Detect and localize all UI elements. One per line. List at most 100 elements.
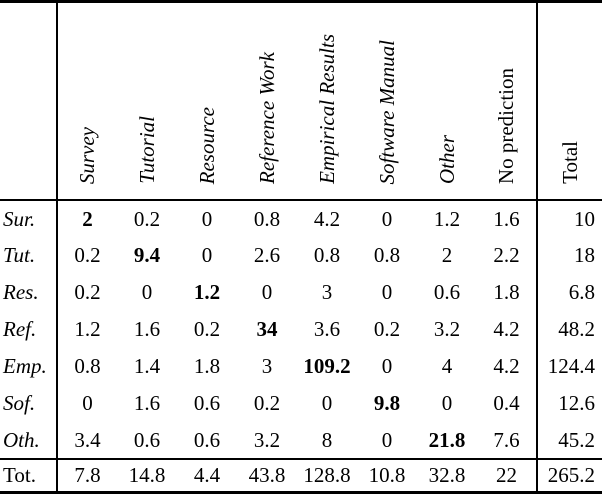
totals-row: Tot. 7.8 14.8 4.4 43.8 128.8 10.8 32.8 22 265.2 [0,458,602,492]
cell-sof-resource: 0.6 [193,391,221,415]
cell-emp-reference-work: 3 [261,354,273,378]
table-row-emp: Emp. 0.8 1.4 1.8 3 109.2 0 4 4.2 124.4 [0,348,602,385]
cell-oth-no-prediction: 7.6 [493,427,520,452]
cell-tot-resource: 4.4 [177,458,237,492]
cell-emp-survey: 0.8 [74,354,101,378]
row-label-sur: Sur. [0,200,58,237]
cell-oth-reference-work: 3.2 [253,427,281,452]
cell-emp-software-manual: 0 [381,354,393,378]
cell-oth-software-manual: 0 [381,427,393,452]
cell-tot-no-prediction: 22 [477,458,537,492]
cell-oth-other: 21.8 [428,427,466,452]
cell-emp-resource: 1.8 [193,354,221,378]
cell-tut-reference-work: 2.6 [253,243,281,267]
cell-tut-no-prediction: 2.2 [493,243,520,267]
header-row: Survey Tutorial Resource Reference Work Empi… [0,1,602,201]
cell-sof-no-prediction: 0.4 [493,391,520,415]
cell-res-software-manual: 0 [381,280,393,304]
cell-oth-tutorial: 0.6 [133,427,161,452]
table-row-oth: Oth. 3.4 0.6 0.6 3.2 8 0 21.8 7.6 45.2 [0,422,602,459]
cell-sof-tutorial: 1.6 [133,391,161,415]
cell-sur-no-prediction: 1.6 [493,206,520,231]
cell-ref-empirical-results: 3.6 [313,317,341,341]
cell-sof-survey: 0 [82,391,93,415]
corner-cell [0,1,58,201]
column-header-label: Empirical Results [314,34,339,184]
row-label-emp: Emp. [0,348,58,385]
cell-tot-tutorial: 14.8 [117,458,177,492]
cell-res-empirical-results: 3 [321,280,333,304]
cell-ref-resource: 0.2 [193,317,221,341]
row-label-sof: Sof. [0,385,58,422]
cell-ref-tutorial: 1.6 [133,317,161,341]
cell-res-resource: 1.2 [193,280,221,304]
cell-emp-tutorial: 1.4 [133,354,161,378]
cell-tot-reference-work: 43.8 [237,458,297,492]
cell-res-total: 6.8 [536,274,602,311]
cell-ref-software-manual: 0.2 [373,317,401,341]
table-row-tut: Tut. 0.2 9.4 0 2.6 0.8 0.8 2 2.2 18 [0,237,602,274]
column-header-label: No prediction [494,67,518,184]
cell-tut-empirical-results: 0.8 [313,243,341,267]
row-label-tot: Tot. [0,458,58,492]
cell-ref-other: 3.2 [433,317,461,341]
cell-tut-tutorial: 9.4 [133,243,161,267]
cell-res-other: 0.6 [433,280,461,304]
table-row-ref: Ref. 1.2 1.6 0.2 34 3.6 0.2 3.2 4.2 48.2 [0,311,602,348]
cell-tut-total: 18 [536,237,602,274]
cell-ref-reference-work: 34 [256,317,278,341]
cell-sur-reference-work: 0.8 [253,206,281,231]
column-header-label: Resource [194,106,219,184]
column-header-label: Tutorial [134,116,159,184]
column-header-reference-work: Reference Work [237,1,297,201]
row-label-oth: Oth. [0,422,58,459]
cell-tut-other: 2 [441,243,453,267]
table-body: Sur. 2 0.2 0 0.8 4.2 0 1.2 1.6 10 Tut. 0.2 9.4 0 2.6 0.… [0,200,602,492]
cell-emp-other: 4 [441,354,453,378]
cell-res-survey: 0.2 [74,280,101,304]
cell-ref-survey: 1.2 [74,317,101,341]
row-label-res: Res. [0,274,58,311]
cell-emp-empirical-results: 109.2 [303,354,351,378]
cell-sof-reference-work: 0.2 [253,391,281,415]
column-header-label: Reference Work [254,52,279,184]
row-label-ref: Ref. [0,311,58,348]
cell-emp-total: 124.4 [536,348,602,385]
cell-emp-no-prediction: 4.2 [493,354,520,378]
cell-tot-other: 32.8 [417,458,477,492]
cell-sur-survey: 2 [82,206,93,231]
column-header-label: Software Manual [374,39,399,184]
column-header-label: Survey [75,126,99,184]
column-header-empirical-results: Empirical Results [297,1,357,201]
cell-sur-empirical-results: 4.2 [313,206,341,231]
cell-tut-survey: 0.2 [74,243,101,267]
cell-tot-software-manual: 10.8 [357,458,417,492]
cell-oth-empirical-results: 8 [321,427,333,452]
total-column-label: Total [557,141,582,184]
column-header-label: Other [434,135,459,184]
column-header-tutorial: Tutorial [117,1,177,201]
cell-tot-survey: 7.8 [57,458,117,492]
cell-sur-tutorial: 0.2 [133,206,161,231]
cell-sur-software-manual: 0 [381,206,393,231]
column-header-no-prediction: No prediction [477,1,537,201]
row-label-tut: Tut. [0,237,58,274]
cell-sur-total: 10 [536,200,602,237]
cell-res-no-prediction: 1.8 [493,280,520,304]
cell-sur-resource: 0 [201,206,213,231]
table-row-res: Res. 0.2 0 1.2 0 3 0 0.6 1.8 6.8 [0,274,602,311]
table-row-sof: Sof. 0 1.6 0.6 0.2 0 9.8 0 0.4 12.6 [0,385,602,422]
cell-sur-other: 1.2 [433,206,461,231]
table-row-sur: Sur. 2 0.2 0 0.8 4.2 0 1.2 1.6 10 [0,200,602,237]
cell-oth-total: 45.2 [536,422,602,459]
column-header-other: Other [417,1,477,201]
cell-tot-total: 265.2 [536,458,602,492]
column-header-resource: Resource [177,1,237,201]
cell-tot-empirical-results: 128.8 [297,458,357,492]
cell-ref-total: 48.2 [536,311,602,348]
cell-res-tutorial: 0 [141,280,153,304]
cell-sof-software-manual: 9.8 [373,391,401,415]
cell-oth-resource: 0.6 [193,427,221,452]
cell-tut-resource: 0 [201,243,213,267]
